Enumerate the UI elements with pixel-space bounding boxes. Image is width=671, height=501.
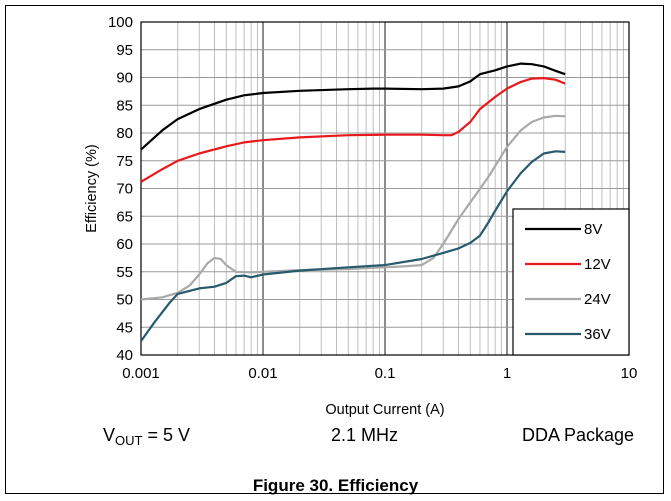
y-tick-label: 65 — [116, 208, 133, 225]
series-line-24v — [140, 114, 566, 301]
y-tick-label: 40 — [116, 347, 133, 364]
x-tick-label: 0.001 — [122, 365, 160, 382]
legend-label-8v: 8V — [584, 221, 602, 238]
series-line-36v — [140, 150, 566, 342]
y-tick-label: 90 — [116, 70, 133, 87]
y-tick-label: 70 — [116, 181, 133, 198]
y-tick-label: 80 — [116, 125, 133, 142]
legend-label-24v: 24V — [584, 291, 611, 308]
grid — [140, 21, 630, 356]
y-tick-label: 100 — [108, 14, 133, 31]
legend-label-36v: 36V — [584, 326, 611, 343]
figure-caption: Figure 30. Efficiency — [252, 476, 419, 495]
x-tick-label: 1 — [503, 365, 511, 382]
series-group — [140, 62, 566, 342]
x-tick-label: 0.01 — [248, 365, 277, 382]
y-tick-label: 45 — [116, 319, 133, 336]
plot-area — [140, 21, 630, 356]
y-tick-label: 85 — [116, 97, 133, 114]
vout-symbol: V — [103, 425, 116, 445]
x-tick-label: 0.1 — [375, 365, 396, 382]
legend-label-12v: 12V — [584, 256, 611, 273]
legend-box — [512, 208, 630, 356]
y-axis-title: Efficiency (%) — [84, 144, 100, 232]
y-tick-label: 60 — [116, 236, 133, 253]
vout-value: = 5 V — [142, 425, 190, 445]
y-tick-label: 95 — [116, 42, 133, 59]
series-line-12v — [140, 77, 566, 183]
x-tick-label: 10 — [621, 365, 638, 382]
series-line-8v — [140, 62, 566, 151]
package-condition: DDA Package — [522, 425, 635, 445]
y-tick-label: 50 — [116, 292, 133, 309]
y-tick-label: 75 — [116, 153, 133, 170]
x-axis-title: Output Current (A) — [325, 402, 444, 418]
y-tick-label: 55 — [116, 264, 133, 281]
legend: 8V 12V 24V 36V — [512, 208, 630, 356]
vout-subscript: OUT — [115, 433, 143, 448]
vout-condition: VOUT = 5 V — [103, 425, 190, 448]
tick-labels: 40 45 50 55 60 65 70 75 80 85 90 95 100 0.001 0.01 0.1 1… — [108, 14, 637, 382]
frequency-condition: 2.1 MHz — [331, 425, 399, 445]
